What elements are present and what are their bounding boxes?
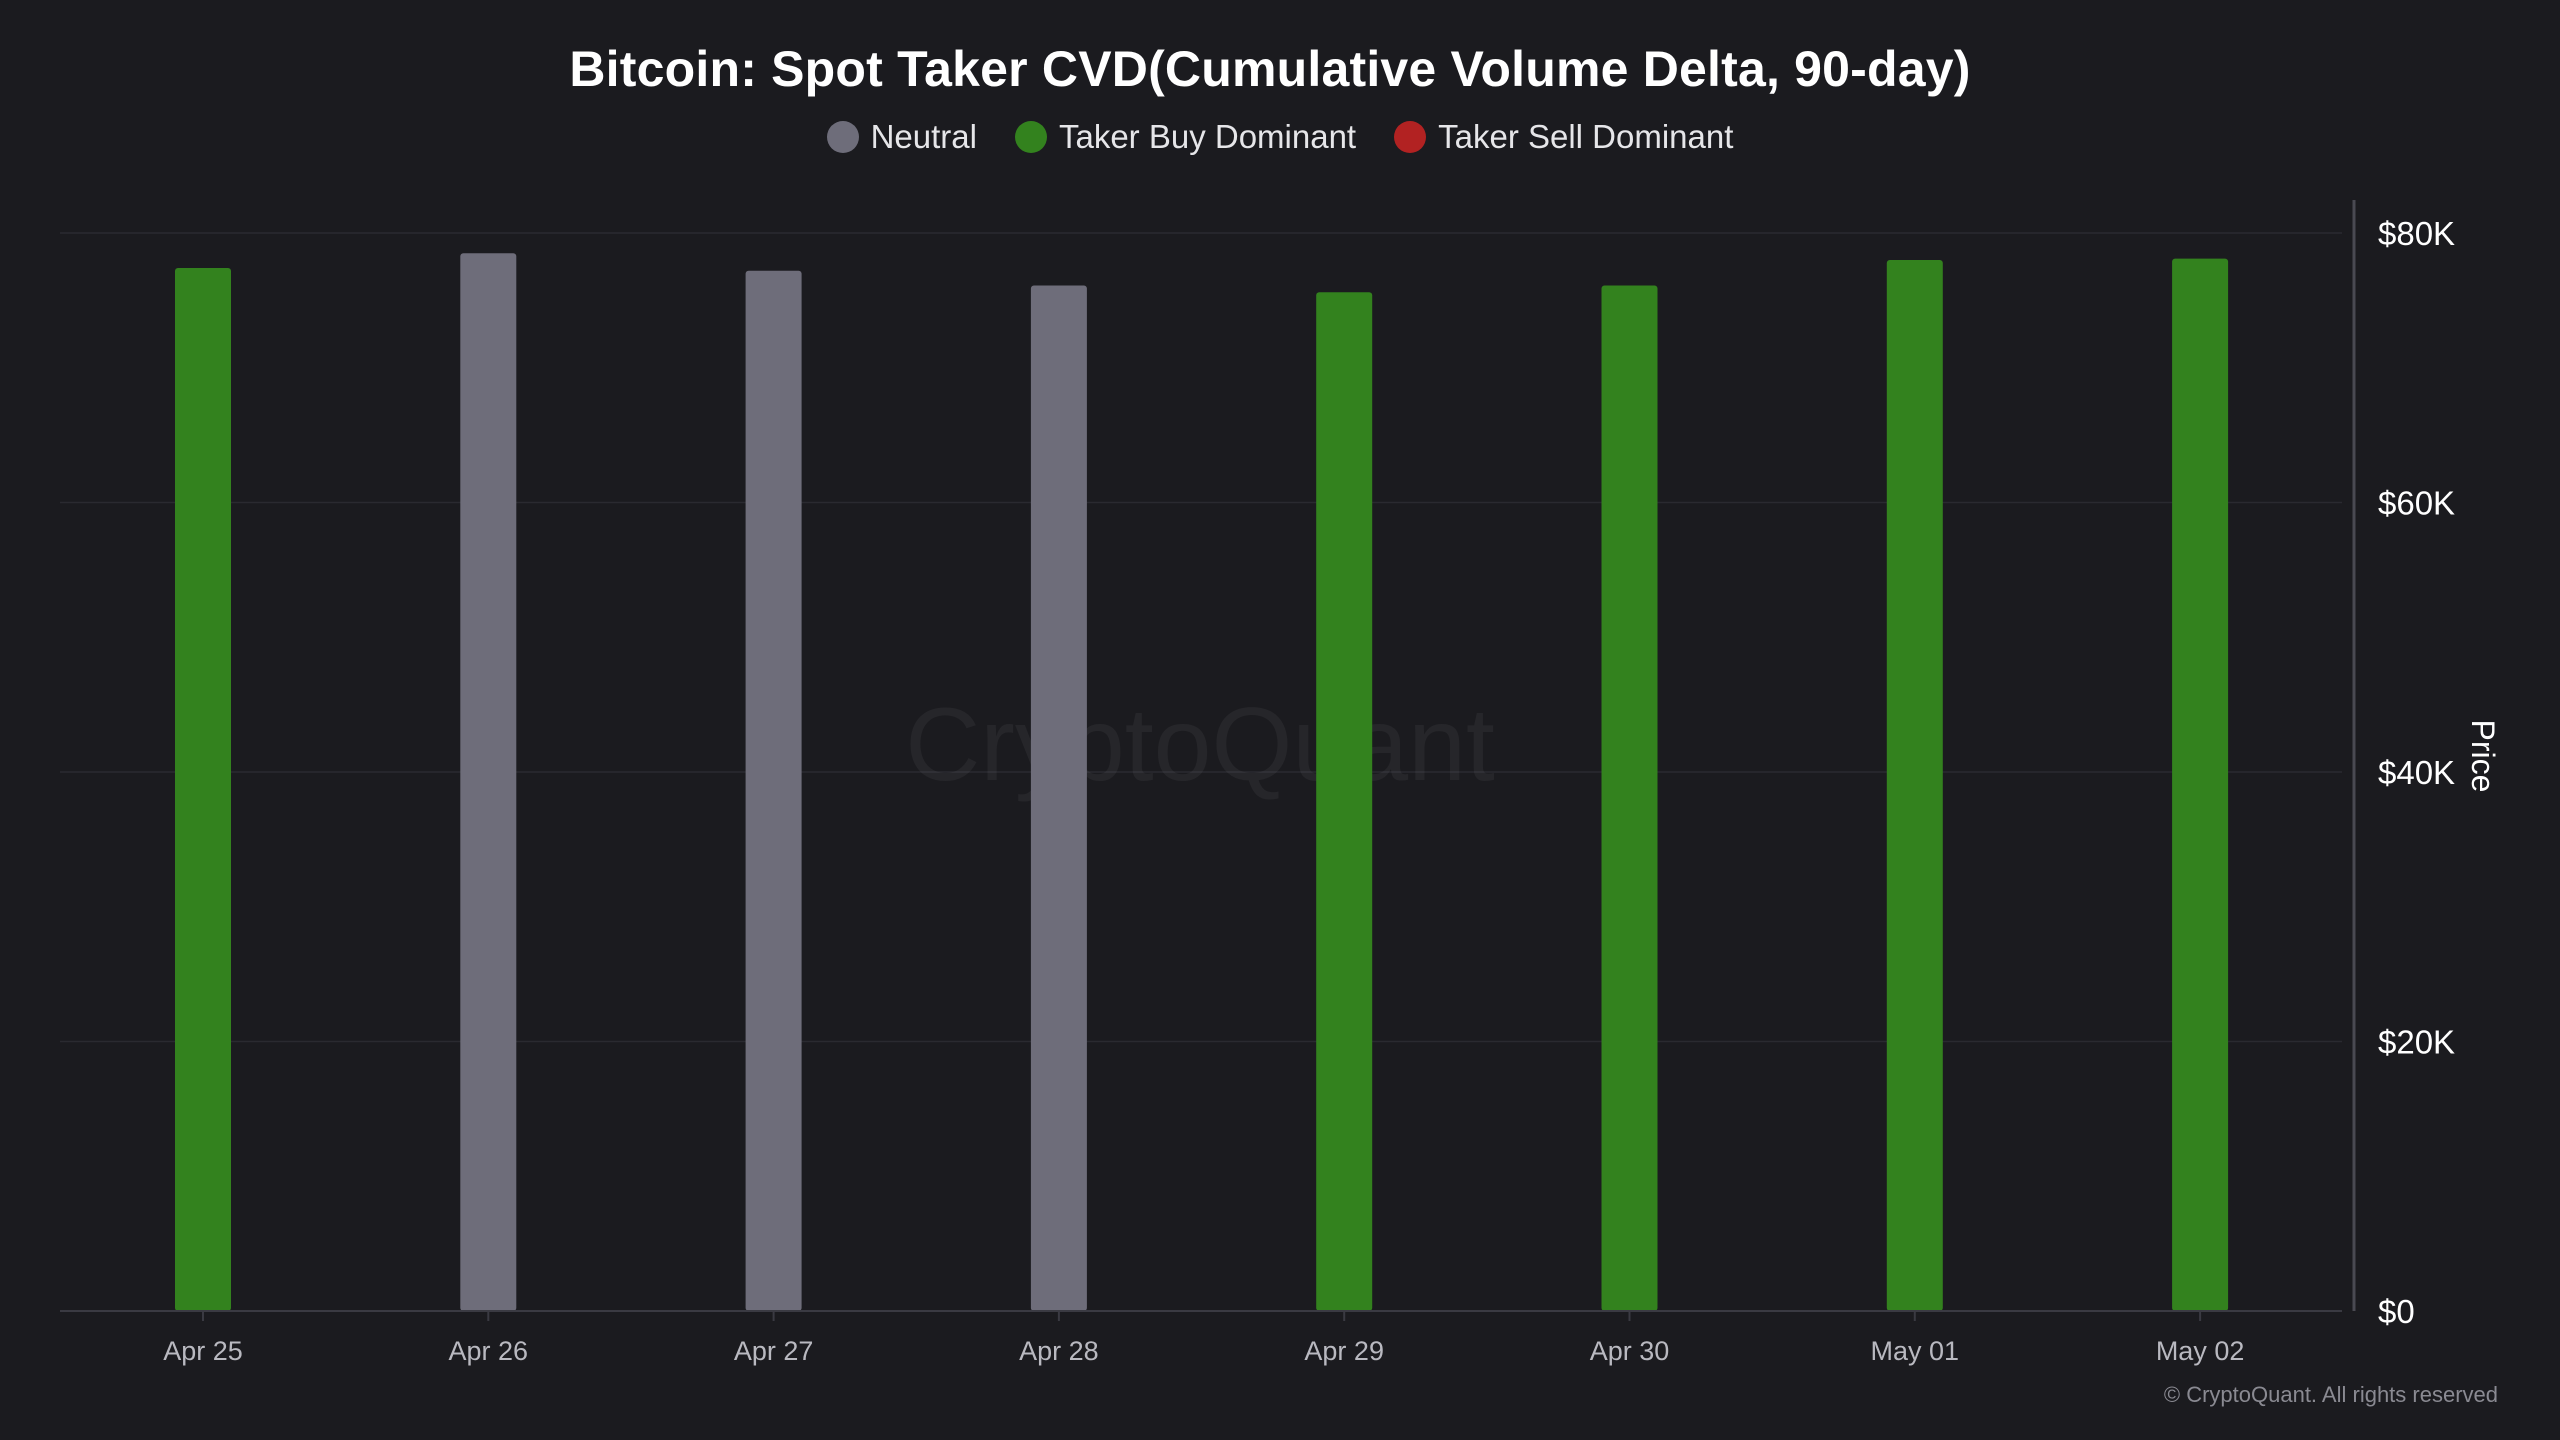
x-tick-label: Apr 29 bbox=[1304, 1336, 1384, 1366]
y-axis-ticks: $0 $20K $40K $60K $80K bbox=[2378, 215, 2455, 1330]
x-axis-ticks: Apr 25 Apr 26 Apr 27 Apr 28 Apr 29 Apr 30 May … bbox=[163, 1311, 2244, 1366]
legend-label-taker-sell: Taker Sell Dominant bbox=[1438, 118, 1734, 155]
y-tick-label: $20K bbox=[2378, 1024, 2455, 1061]
x-tick-label: May 02 bbox=[2156, 1336, 2245, 1366]
x-tick-label: May 01 bbox=[1871, 1336, 1960, 1366]
bar-apr-30[interactable] bbox=[1601, 285, 1658, 1311]
bar-apr-29[interactable] bbox=[1316, 292, 1373, 1311]
legend-swatch-taker-sell bbox=[1394, 121, 1427, 153]
x-tick-label: Apr 30 bbox=[1590, 1336, 1670, 1366]
bar-apr-25[interactable] bbox=[175, 268, 231, 1311]
chart-title: Bitcoin: Spot Taker CVD(Cumulative Volum… bbox=[569, 41, 1971, 97]
y-tick-label: $0 bbox=[2378, 1293, 2415, 1330]
bar-apr-27[interactable] bbox=[745, 270, 802, 1312]
y-tick-label: $60K bbox=[2378, 485, 2455, 522]
bar-may-02[interactable] bbox=[2172, 258, 2229, 1311]
bars bbox=[175, 253, 2229, 1312]
legend-swatch-neutral bbox=[826, 121, 859, 153]
bar-may-01[interactable] bbox=[1886, 259, 1943, 1312]
axes bbox=[60, 200, 2356, 1312]
legend-item-neutral[interactable]: Neutral bbox=[826, 118, 977, 156]
legend-swatch-taker-buy bbox=[1014, 121, 1047, 153]
legend: Neutral Taker Buy Dominant Taker Sell Do… bbox=[0, 118, 2560, 156]
y-tick-label: $80K bbox=[2378, 215, 2455, 252]
x-tick-label: Apr 28 bbox=[1019, 1336, 1099, 1366]
bar-apr-28[interactable] bbox=[1030, 285, 1087, 1311]
x-tick-label: Apr 25 bbox=[163, 1336, 243, 1366]
watermark: CryptoQuant bbox=[905, 687, 1495, 803]
x-tick-label: Apr 26 bbox=[449, 1336, 529, 1366]
legend-label-taker-buy: Taker Buy Dominant bbox=[1058, 118, 1357, 155]
legend-item-taker-sell[interactable]: Taker Sell Dominant bbox=[1394, 118, 1733, 156]
bar-apr-26[interactable] bbox=[460, 253, 517, 1311]
grid-lines bbox=[60, 232, 2342, 1043]
x-tick-label: Apr 27 bbox=[734, 1336, 814, 1366]
legend-item-taker-buy[interactable]: Taker Buy Dominant bbox=[1014, 118, 1357, 156]
y-tick-label: $40K bbox=[2378, 754, 2455, 791]
y-axis-label: Price bbox=[2465, 720, 2501, 793]
copyright-footer: © CryptoQuant. All rights reserved bbox=[2163, 1382, 2498, 1407]
legend-label-neutral: Neutral bbox=[870, 118, 977, 155]
